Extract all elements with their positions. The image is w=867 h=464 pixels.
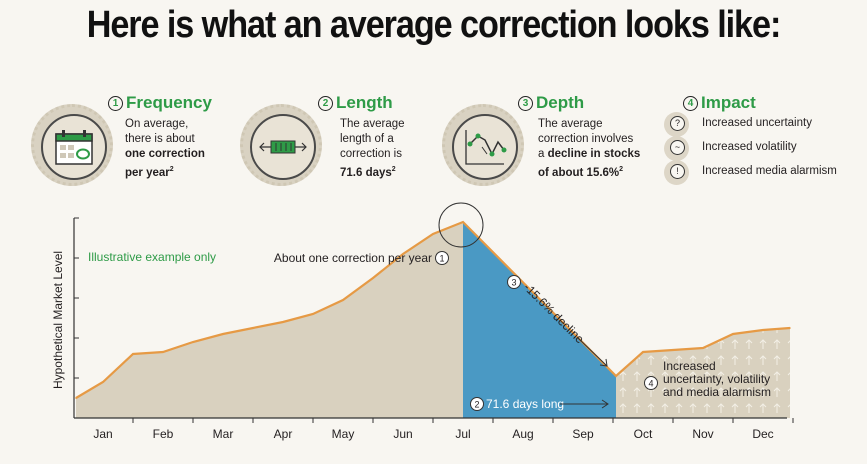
data-point <box>75 397 77 399</box>
data-point <box>642 351 644 353</box>
length-text: The average length of a correction is 71… <box>340 118 405 179</box>
data-point <box>192 341 194 343</box>
x-tick-label: Apr <box>274 427 293 441</box>
impact-heading: 4 Impact <box>683 93 756 113</box>
frequency-heading: 1 Frequency <box>108 93 212 113</box>
frequency-text: On average, there is about one correctio… <box>125 118 205 179</box>
impact-annotation-line: uncertainty, volatility <box>663 372 770 386</box>
peak-annotation: About one correction per year <box>274 251 432 265</box>
x-tick-label: May <box>332 427 355 441</box>
rise-area <box>76 222 463 418</box>
peak-number: 1 <box>439 254 444 264</box>
depth-heading: 3 Depth <box>518 93 584 113</box>
depth-badge <box>442 104 524 186</box>
x-tick-label: Nov <box>692 427 713 441</box>
data-point <box>252 327 254 329</box>
warning-icon: ! <box>670 164 685 179</box>
calendar-icon <box>55 130 93 165</box>
x-tick-label: Jan <box>93 427 112 441</box>
decline-arrow <box>577 337 608 367</box>
length-annotation: 71.6 days long <box>486 397 564 411</box>
illustrative-note: Illustrative example only <box>88 250 216 264</box>
peak-highlight-circle <box>438 202 484 248</box>
page-title: Here is what an average correction looks… <box>86 4 782 46</box>
x-tick-label: Jun <box>393 427 412 441</box>
data-point <box>402 253 404 255</box>
data-point <box>732 333 734 335</box>
impact-annotation-line: and media alarmism <box>663 385 771 399</box>
data-point <box>702 347 704 349</box>
length-badge <box>240 104 322 186</box>
data-point <box>342 299 344 301</box>
depth-text: The average correction involves a declin… <box>538 118 641 179</box>
impact-annotation-line: Increased <box>663 359 716 373</box>
decline-area <box>463 222 616 418</box>
x-tick-label: Feb <box>153 427 174 441</box>
x-tick-label: Aug <box>512 427 533 441</box>
length-heading: 2 Length <box>318 93 393 113</box>
x-tick-label: Dec <box>752 427 773 441</box>
length-number: 2 <box>474 400 479 410</box>
wave-icon: ~ <box>670 140 685 155</box>
x-tick-label: Mar <box>213 427 234 441</box>
length-number-circle <box>470 397 484 411</box>
data-point <box>762 329 764 331</box>
data-point <box>615 375 617 377</box>
data-point <box>282 321 284 323</box>
frequency-badge <box>31 104 113 186</box>
x-tick-label: Oct <box>634 427 653 441</box>
data-point <box>312 313 314 315</box>
impact-number: 4 <box>648 379 653 389</box>
x-tick-label: Jul <box>455 427 470 441</box>
data-point <box>462 221 464 223</box>
question-icon: ? <box>670 116 685 131</box>
peak-number-circle <box>435 251 449 265</box>
ruler-icon <box>259 140 307 154</box>
data-point <box>162 351 164 353</box>
data-point <box>789 327 791 329</box>
y-axis-label: Hypothetical Market Level <box>51 251 65 389</box>
impact-number-circle <box>644 376 658 390</box>
data-point <box>222 333 224 335</box>
data-point <box>132 353 134 355</box>
data-point <box>672 349 674 351</box>
recovery-arrow-pattern <box>616 328 790 418</box>
data-point <box>372 277 374 279</box>
data-point <box>432 233 434 235</box>
decline-arrow-head <box>599 358 608 367</box>
decline-number: 3 <box>511 278 516 288</box>
length-arrow-head <box>601 399 609 409</box>
decline-chart-icon <box>465 130 507 165</box>
x-tick-label: Sep <box>572 427 594 441</box>
decline-number-circle <box>507 275 521 289</box>
data-point <box>102 381 104 383</box>
